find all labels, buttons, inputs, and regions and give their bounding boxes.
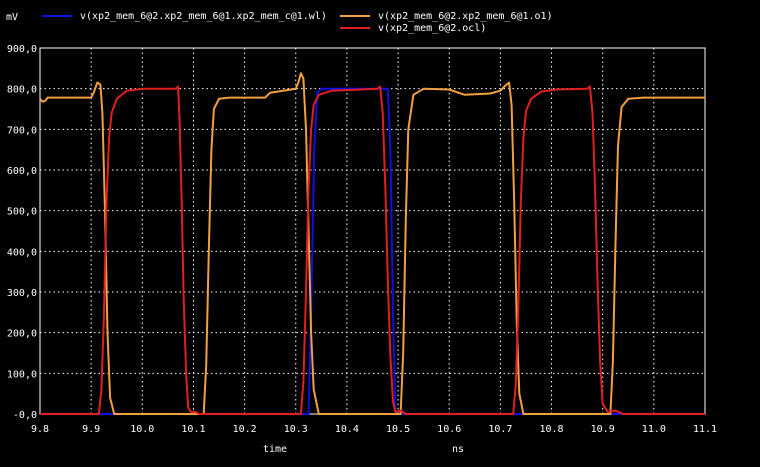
- x-tick-label: 9.9: [82, 424, 100, 435]
- x-tick-label: 10.5: [386, 424, 410, 435]
- y-unit-label: mV: [6, 12, 18, 23]
- x-tick-label: 10.7: [488, 424, 512, 435]
- y-tick-label: 900,0: [7, 44, 37, 55]
- series-line-1: [39, 72, 705, 415]
- x-tick-label: 10.6: [437, 424, 461, 435]
- series-lines: [39, 72, 705, 415]
- x-unit-label: ns: [452, 444, 464, 455]
- x-tick-label: 10.8: [539, 424, 563, 435]
- y-tick-label: 700,0: [7, 125, 37, 136]
- x-tick-label: 11.1: [693, 424, 717, 435]
- x-tick-label: 10.9: [591, 424, 615, 435]
- x-tick-label: 10.3: [284, 424, 308, 435]
- plot-frame: [39, 47, 706, 415]
- y-tick-label: 500,0: [7, 207, 37, 218]
- x-axis-label: time: [263, 444, 287, 455]
- series-line-0: [40, 87, 705, 415]
- legend: v(xp2_mem_6@2.xp2_mem_6@1.xp2_mem_c@1.wl…: [42, 11, 553, 34]
- plot-grid: [39, 47, 706, 415]
- y-tick-label: 200,0: [7, 329, 37, 340]
- x-tick-label: 10.1: [181, 424, 205, 435]
- legend-entry: v(xp2_mem_6@2.ocl): [378, 23, 486, 34]
- x-tick-label: 10.4: [335, 424, 359, 435]
- x-tick-label: 10.2: [233, 424, 257, 435]
- x-tick-label: 10.0: [130, 424, 154, 435]
- y-tick-labels: -0,0 100,0 200,0 300,0 400,0 500,0 600,0 700,0 8…: [7, 44, 37, 421]
- x-tick-label: 11.0: [642, 424, 666, 435]
- legend-entry: v(xp2_mem_6@2.xp2_mem_6@1.xp2_mem_c@1.wl…: [80, 11, 327, 22]
- x-tick-labels: 9.8 9.9 10.0 10.1 10.2 10.3 10.4 10.5 10.6 10.7 10…: [31, 424, 717, 435]
- y-tick-label: 100,0: [7, 369, 37, 380]
- y-tick-label: 400,0: [7, 247, 37, 258]
- y-tick-label: -0,0: [13, 410, 37, 421]
- legend-entry: v(xp2_mem_6@2.xp2_mem_6@1.o1): [378, 11, 553, 22]
- series-line-2: [40, 85, 705, 415]
- y-tick-label: 600,0: [7, 166, 37, 177]
- y-tick-label: 300,0: [7, 288, 37, 299]
- x-tick-label: 9.8: [31, 424, 49, 435]
- y-tick-label: 800,0: [7, 85, 37, 96]
